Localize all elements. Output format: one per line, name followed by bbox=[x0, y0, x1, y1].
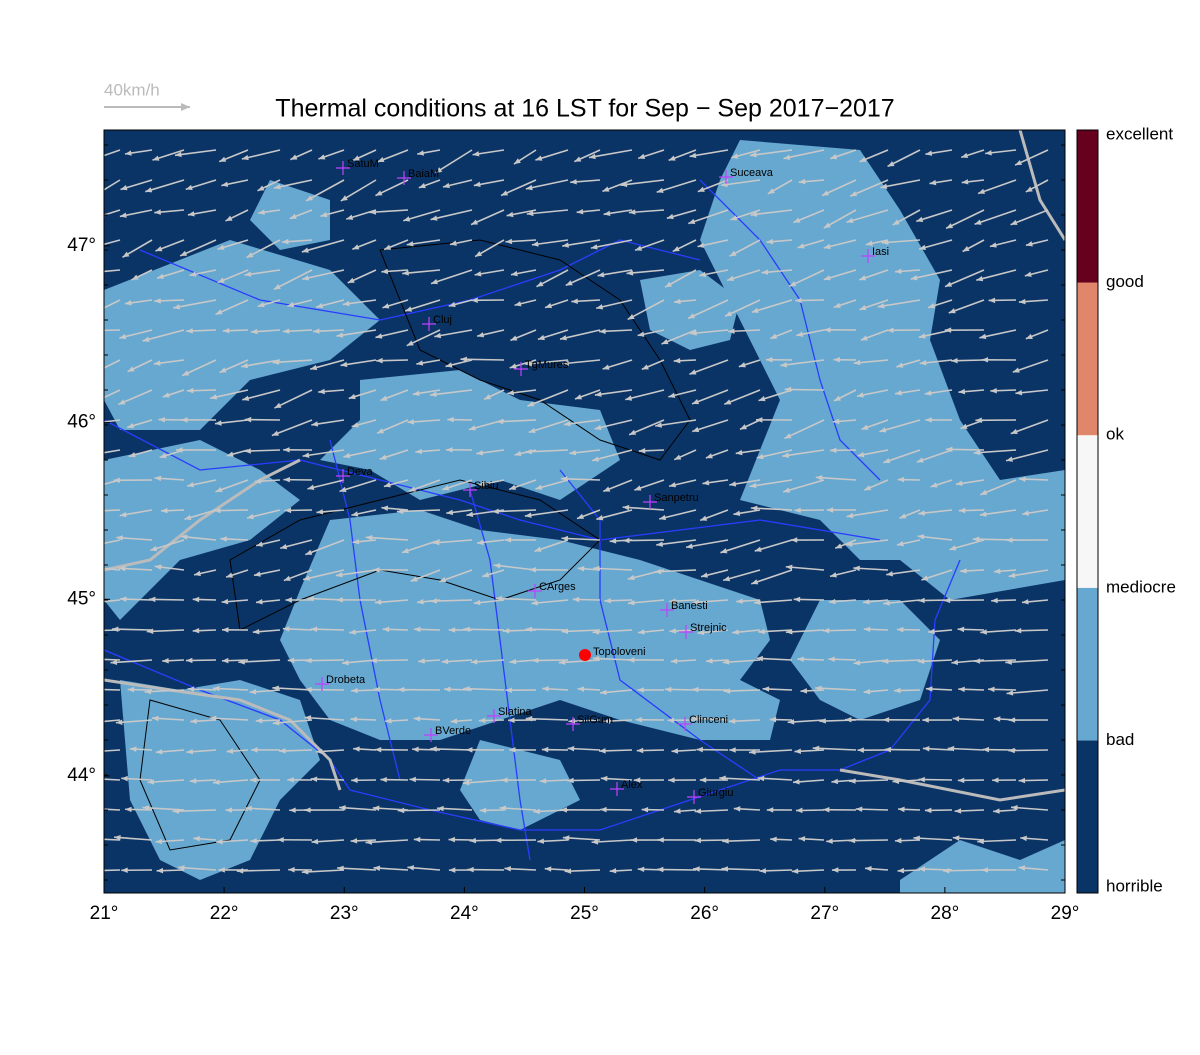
wind-arrow-head bbox=[94, 657, 101, 662]
x-tick-label: 23° bbox=[330, 903, 359, 924]
colorbar-segment bbox=[1077, 435, 1098, 588]
city-label: SilGum bbox=[577, 714, 613, 726]
wind-arrow-head bbox=[97, 242, 104, 247]
colorbar: horrible bad mediocre ok good excellent bbox=[1077, 124, 1176, 895]
city-label: Deva bbox=[347, 466, 374, 478]
x-tick-label: 25° bbox=[570, 903, 599, 924]
city-label: Alex bbox=[621, 779, 643, 791]
x-tick-label: 27° bbox=[810, 903, 839, 924]
wind-arrow-head bbox=[91, 868, 98, 873]
x-tick-label: 26° bbox=[690, 903, 719, 924]
wind-arrow-head bbox=[82, 270, 89, 275]
selected-site-label: Topoloveni bbox=[593, 646, 646, 658]
wind-arrow-head bbox=[79, 486, 86, 491]
x-tick-label: 24° bbox=[450, 903, 479, 924]
colorbar-segment bbox=[1077, 283, 1098, 436]
wind-arrow bbox=[92, 330, 120, 331]
wind-arrow-head bbox=[93, 565, 100, 570]
wind-legend: 40km/h bbox=[104, 80, 160, 99]
wind-arrow-head bbox=[84, 509, 91, 514]
wind-arrow-head bbox=[96, 419, 103, 424]
x-tick-label: 28° bbox=[931, 903, 960, 924]
city-label: Banesti bbox=[671, 600, 708, 612]
map-area: SatuM BaiaM Suceava Iasi Cluj TgMures Deva Sibi… bbox=[78, 130, 1065, 893]
colorbar-label: excellent bbox=[1106, 124, 1173, 143]
wind-arrow-head bbox=[84, 686, 91, 691]
colorbar-label: ok bbox=[1106, 425, 1124, 444]
colorbar-segment bbox=[1077, 130, 1098, 283]
wind-arrow bbox=[237, 870, 280, 871]
wind-arrow bbox=[460, 359, 504, 360]
y-tick-label: 44° bbox=[67, 765, 96, 786]
wind-arrow-head bbox=[93, 308, 100, 313]
city-label: BVerde bbox=[435, 725, 471, 737]
city-label: SatuM bbox=[347, 158, 379, 170]
wind-arrow-head bbox=[88, 157, 95, 162]
city-label: Cluj bbox=[433, 314, 452, 326]
city-label: TgMures bbox=[525, 359, 569, 371]
x-tick-label: 22° bbox=[210, 903, 239, 924]
y-tick-label: 45° bbox=[67, 588, 96, 609]
colorbar-segment bbox=[1077, 740, 1098, 893]
colorbar-label: mediocre bbox=[1106, 577, 1176, 596]
wind-arrow bbox=[96, 839, 120, 840]
colorbar-segment bbox=[1077, 588, 1098, 741]
city-label: Suceava bbox=[730, 167, 774, 179]
city-label: Drobeta bbox=[326, 674, 366, 686]
wind-arrow-head bbox=[94, 397, 101, 402]
wind-arrow-head bbox=[85, 372, 92, 377]
wind-arrow-head bbox=[87, 452, 94, 457]
wind-arrow-head bbox=[95, 190, 102, 196]
x-tick-label: 29° bbox=[1051, 903, 1080, 924]
colorbar-label: horrible bbox=[1106, 876, 1163, 895]
title: Thermal conditions at 16 LST for Sep − S… bbox=[275, 95, 894, 123]
wind-arrow-head bbox=[81, 749, 88, 754]
wind-arrow bbox=[94, 659, 120, 660]
y-tick-label: 46° bbox=[67, 412, 96, 433]
colorbar-label: bad bbox=[1106, 730, 1134, 749]
city-label: Sibiu bbox=[474, 480, 498, 492]
wind-arrow bbox=[84, 689, 120, 690]
selected-site-marker bbox=[579, 649, 591, 661]
wind-arrow-head bbox=[98, 628, 105, 633]
wind-arrow-head bbox=[95, 806, 102, 811]
city-label: Giurgiu bbox=[698, 787, 733, 799]
city-label: Sanpetru bbox=[654, 492, 699, 504]
city-label: Iasi bbox=[872, 246, 889, 258]
x-tick-label: 21° bbox=[90, 903, 119, 924]
wind-arrow-head bbox=[83, 720, 90, 725]
wind-arrow-head bbox=[78, 545, 85, 550]
city-label: BaiaM bbox=[408, 168, 439, 180]
city-label: Strejnic bbox=[690, 622, 727, 634]
wind-arrow bbox=[91, 870, 120, 871]
y-tick-label: 47° bbox=[67, 235, 96, 256]
wind-arrow-head bbox=[96, 837, 103, 842]
city-label: Clinceni bbox=[689, 714, 728, 726]
wind-arrow-head bbox=[92, 328, 99, 333]
colorbar-label: good bbox=[1106, 272, 1144, 291]
wind-legend-head bbox=[181, 103, 190, 111]
city-label: CArges bbox=[539, 581, 576, 593]
city-label: Slatina bbox=[498, 706, 533, 718]
